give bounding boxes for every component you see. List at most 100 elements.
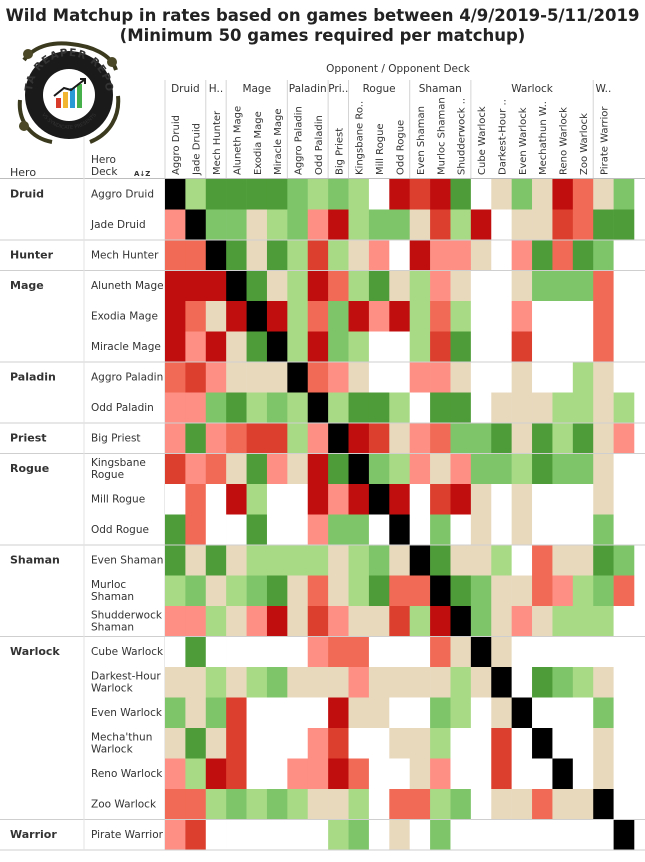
heatmap-cell	[532, 789, 553, 820]
opponent-deck-label: Mill Rogue	[375, 123, 386, 175]
heatmap-cell	[430, 636, 451, 668]
heatmap-cell	[307, 240, 329, 271]
heatmap-cell	[266, 545, 288, 576]
chart-title-line-2: (Minimum 50 games required per matchup)	[119, 26, 526, 45]
heatmap-cell	[572, 697, 594, 729]
heatmap-cell	[491, 301, 512, 332]
heatmap-cell	[450, 789, 472, 820]
heatmap-cell	[572, 758, 594, 790]
heatmap-cell	[389, 819, 410, 851]
heatmap-cell	[511, 270, 533, 302]
heatmap-cell	[613, 545, 635, 576]
hero-deck-label: Pirate Warrior	[91, 829, 164, 841]
heatmap-cell	[165, 789, 186, 820]
heatmap-cell	[368, 636, 390, 668]
heatmap-cell	[552, 789, 574, 820]
heatmap-cell	[409, 240, 431, 271]
heatmap-cell	[246, 819, 268, 851]
heatmap-cell	[532, 179, 553, 210]
heatmap-cell	[266, 636, 288, 668]
heatmap-cell	[328, 453, 349, 485]
heatmap-cell	[552, 545, 574, 576]
heatmap-cell	[552, 575, 574, 607]
heatmap-cell	[470, 667, 492, 698]
heatmap-cell	[328, 819, 349, 851]
heatmap-cell	[389, 758, 410, 790]
heatmap-cell	[307, 423, 329, 454]
heatmap-cell	[572, 484, 594, 515]
heatmap-cell	[450, 758, 472, 790]
heatmap-cell	[287, 697, 309, 729]
hero-deck-label: Even Shaman	[91, 554, 163, 566]
heatmap-cell	[205, 606, 227, 637]
heatmap-cell	[593, 270, 614, 302]
heatmap-cell	[368, 514, 390, 546]
heatmap-cell	[165, 240, 186, 271]
opponent-group-1: H..	[209, 83, 223, 95]
heatmap-cell	[572, 301, 594, 332]
heatmap-cell	[613, 453, 635, 485]
heatmap-cell	[511, 667, 533, 698]
heatmap-cell	[572, 606, 594, 637]
heatmap-cell	[593, 758, 614, 790]
heatmap-cell	[226, 636, 247, 668]
heatmap-cell	[266, 484, 288, 515]
heatmap-cell	[409, 606, 431, 637]
heatmap-cell	[613, 331, 635, 363]
heatmap-cell	[165, 362, 186, 393]
heatmap-cell	[226, 758, 247, 790]
heatmap-cell	[552, 728, 574, 759]
heatmap-cell	[226, 575, 247, 607]
heatmap-cell	[491, 728, 512, 759]
heatmap-cell	[491, 606, 512, 637]
heatmap-cell	[266, 240, 288, 271]
heatmap-cell	[226, 728, 247, 759]
heatmap-cell	[266, 179, 288, 210]
heatmap-cell	[328, 209, 349, 241]
heatmap-cell	[328, 331, 349, 363]
heatmap-cell	[266, 575, 288, 607]
heatmap-cell	[328, 392, 349, 424]
heatmap-cell	[532, 301, 553, 332]
heatmap-cell	[470, 484, 492, 515]
heatmap-cell	[491, 392, 512, 424]
heatmap-cell	[389, 545, 410, 576]
heatmap-cell	[450, 362, 472, 393]
heatmap-cell	[491, 423, 512, 454]
heatmap-cell	[572, 270, 594, 302]
heatmap-cell	[532, 270, 553, 302]
heatmap-cell	[348, 301, 370, 332]
heatmap-cell	[328, 179, 349, 210]
heatmap-cell	[572, 667, 594, 698]
heatmap-cell	[205, 453, 227, 485]
hero-column-header: Hero	[10, 166, 36, 179]
heatmap-cell	[226, 392, 247, 424]
heatmap-cell	[185, 697, 207, 729]
heatmap-cell	[491, 484, 512, 515]
heatmap-cell	[246, 484, 268, 515]
opponent-deck-label: Aluneth Mage	[232, 106, 243, 175]
opponent-deck-label: Even Shaman	[416, 106, 427, 175]
heatmap-cell	[470, 423, 492, 454]
heatmap-cell	[246, 545, 268, 576]
heatmap-cell	[430, 575, 451, 607]
heatmap-cell	[287, 484, 309, 515]
heatmap-cell	[185, 667, 207, 698]
heatmap-cell	[246, 606, 268, 637]
heatmap-cell	[185, 179, 207, 210]
heatmap-cell	[185, 453, 207, 485]
heatmap-cell	[593, 209, 614, 241]
heatmap-cell	[287, 301, 309, 332]
heatmap-cell	[348, 209, 370, 241]
heatmap-cell	[165, 423, 186, 454]
heatmap-cell	[593, 636, 614, 668]
heatmap-cell	[307, 179, 329, 210]
hero-group-8: Warrior	[10, 828, 57, 841]
heatmap-cell	[511, 423, 533, 454]
heatmap-cell	[613, 423, 635, 454]
heatmap-cell	[287, 575, 309, 607]
heatmap-cell	[348, 392, 370, 424]
heatmap-cell	[552, 209, 574, 241]
heatmap-cell	[593, 392, 614, 424]
heatmap-cell	[470, 545, 492, 576]
